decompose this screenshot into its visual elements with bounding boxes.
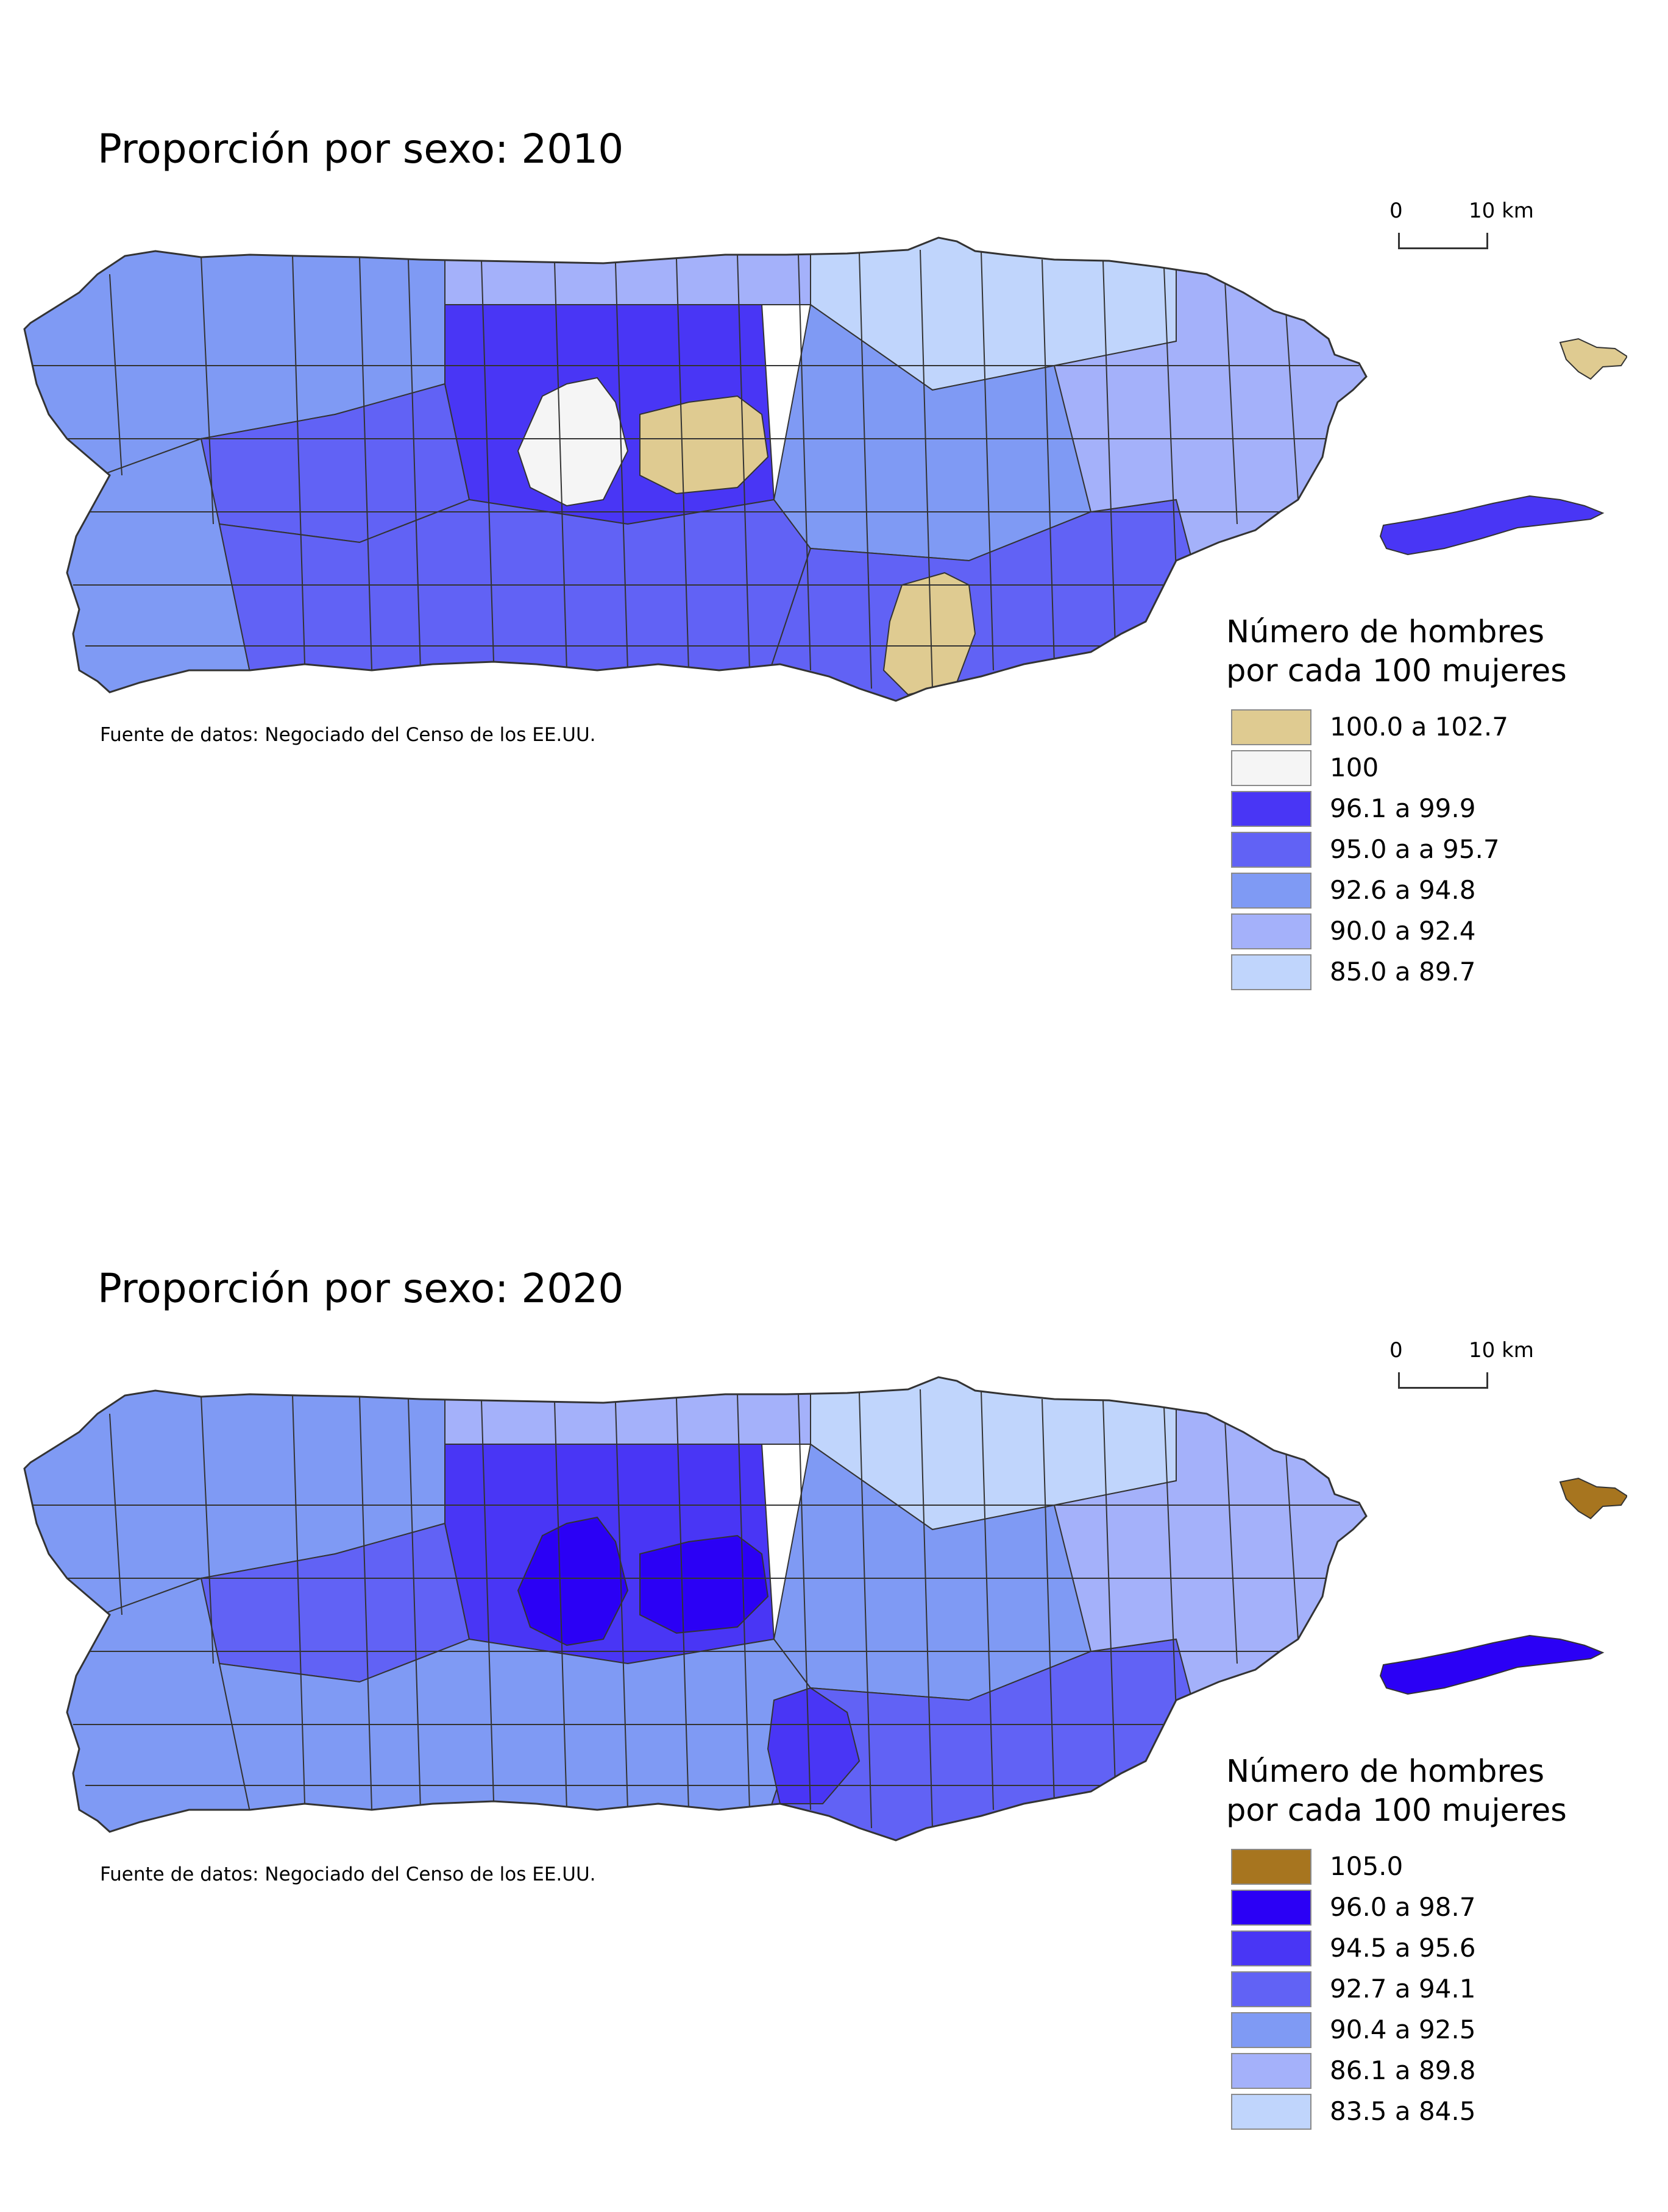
scale-bar: 0 10 km <box>1389 1338 1548 1411</box>
legend-label: 96.1 a 99.9 <box>1330 793 1476 823</box>
data-source-note: Fuente de datos: Negociado del Censo de … <box>100 1863 596 1885</box>
puerto-rico-map <box>23 1376 1627 1842</box>
boundary-lines <box>30 249 1359 689</box>
legend-swatch <box>1231 709 1311 745</box>
island-outline <box>23 236 1368 702</box>
legend-swatch <box>1231 750 1311 786</box>
map-panel-2010: Proporción por sexo: 2010 0 <box>0 0 1668 1072</box>
legend-title-line2: por cada 100 mujeres <box>1226 1793 1567 1829</box>
legend-label: 96.0 a 98.7 <box>1330 1892 1476 1922</box>
data-source-note: Fuente de datos: Negociado del Censo de … <box>100 724 596 746</box>
scale-end-label: 10 km <box>1469 199 1534 223</box>
region-north-central <box>444 238 811 305</box>
legend-swatch <box>1231 1930 1311 1966</box>
legend-label: 86.1 a 89.8 <box>1330 2055 1476 2085</box>
map-title: Proporción por sexo: 2010 <box>98 126 624 172</box>
region-special-white <box>517 377 629 507</box>
legend-swatch <box>1231 791 1311 827</box>
vieques-island <box>1379 1634 1605 1695</box>
legend-swatch <box>1231 954 1311 990</box>
region-south-high <box>767 1687 861 1804</box>
culebra-island <box>1559 338 1627 380</box>
legend-swatch <box>1231 832 1311 868</box>
legend-label: 90.0 a 92.4 <box>1330 916 1476 946</box>
legend-label: 85.0 a 89.7 <box>1330 957 1476 987</box>
legend-label: 95.0 a a 95.7 <box>1330 834 1500 864</box>
legend-label: 92.6 a 94.8 <box>1330 875 1476 905</box>
scale-end-label: 10 km <box>1469 1338 1534 1363</box>
legend-title-line1: Número de hombres <box>1226 614 1545 650</box>
puerto-rico-map <box>23 236 1627 702</box>
legend-swatch <box>1231 2053 1311 2089</box>
legend-label: 90.4 a 92.5 <box>1330 2015 1476 2044</box>
legend-label: 83.5 a 84.5 <box>1330 2096 1476 2126</box>
legend-title: Número de hombres por cada 100 mujeres <box>1226 1753 1567 1831</box>
legend-label: 94.5 a 95.6 <box>1330 1933 1476 1963</box>
map-title: Proporción por sexo: 2020 <box>98 1265 624 1312</box>
legend-label: 92.7 a 94.1 <box>1330 1974 1476 2004</box>
scale-line <box>1398 1372 1488 1389</box>
culebra-island <box>1559 1477 1627 1520</box>
scale-line <box>1398 233 1488 249</box>
region-north-central <box>444 1377 811 1445</box>
island-outline <box>23 1376 1368 1842</box>
legend-swatch <box>1231 1971 1311 2007</box>
legend-title-line2: por cada 100 mujeres <box>1226 653 1567 689</box>
legend-title: Número de hombres por cada 100 mujeres <box>1226 613 1567 691</box>
scale-start-label: 0 <box>1389 1338 1403 1363</box>
legend-swatch <box>1231 1849 1311 1885</box>
legend-title-line1: Número de hombres <box>1226 1754 1545 1790</box>
scale-start-label: 0 <box>1389 199 1403 223</box>
region-special-tan-1 <box>639 395 769 495</box>
legend-swatch <box>1231 913 1311 949</box>
scale-bar: 0 10 km <box>1389 199 1548 272</box>
legend-label: 100 <box>1330 753 1379 782</box>
region-special-high-1 <box>517 1516 629 1647</box>
legend-swatch <box>1231 2012 1311 2048</box>
vieques-island <box>1379 495 1605 556</box>
region-special-high-2 <box>639 1534 769 1634</box>
legend-swatch <box>1231 1890 1311 1926</box>
legend-label: 100.0 a 102.7 <box>1330 712 1508 742</box>
legend-label: 105.0 <box>1330 1851 1404 1881</box>
legend-swatch <box>1231 873 1311 909</box>
legend-swatch <box>1231 2094 1311 2130</box>
map-panel-2020: Proporción por sexo: 2020 0 <box>0 1140 1668 2212</box>
boundary-lines <box>30 1389 1359 1829</box>
